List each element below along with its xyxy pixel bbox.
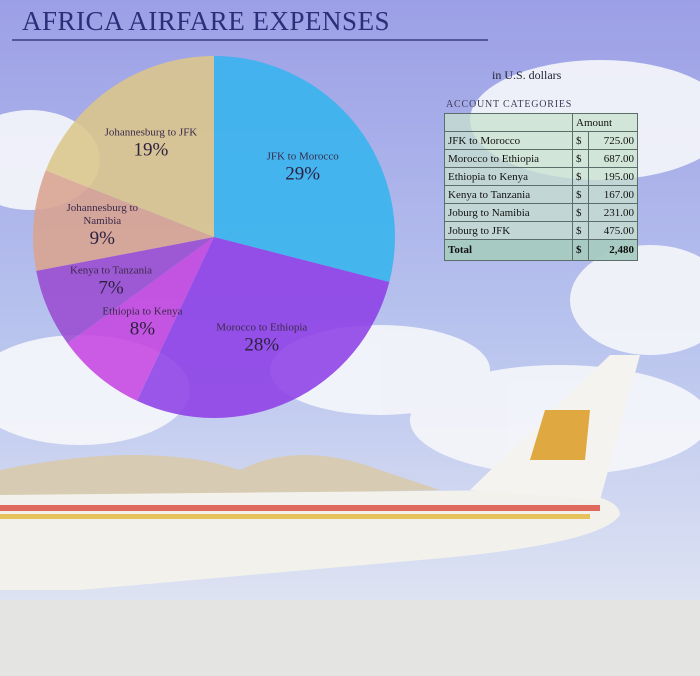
caption: in U.S. dollars [492,68,562,82]
category-label: Ethiopia to Kenya [102,305,183,318]
table-cell: $ [572,221,590,240]
table-cell: Total [443,239,574,261]
table-cell: $ [572,167,590,186]
table-cell: JFK to Morocco [443,131,574,150]
table-cell: 475.00 [588,221,638,240]
table-row: Joburg to Namibia $231.00 [443,203,638,222]
pie-slice [36,237,214,344]
table-cell: 195.00 [588,167,638,186]
value-label: 28% [244,334,280,356]
slice-label: Morocco to Ethiopia 28% [214,321,310,356]
table-row: JFK to Morocco $725.00 [443,131,638,150]
value-label: 7% [98,277,124,299]
table-title: ACCOUNT CATEGORIES [446,99,573,110]
category-label: Johannesburg to Namibia [66,202,139,228]
table-cell: 167.00 [588,185,638,204]
category-label: Kenya to Tanzania [69,264,153,277]
table-cell: $ [572,149,590,168]
table-row: Kenya to Tanzania $167.00 [443,185,638,204]
table-cell: 2,480 [588,239,638,261]
slice-label: JFK to Morocco 29% [255,151,351,186]
table-row: Morocco to Ethiopia $687.00 [443,149,638,168]
table-cell: $ [572,239,590,261]
category-label: JFK to Morocco [266,150,339,163]
table-cell: 231.00 [588,203,638,222]
table-cell: Kenya to Tanzania [443,185,574,204]
table: Amount JFK to Morocco $725.00 Morocco to Et… [443,113,638,261]
slice-label: Johannesburg to JFK 19% [103,127,199,162]
value-label: 19% [133,139,169,161]
slice-label: Johannesburg to Namibia 9% [54,202,150,250]
table-cell: 725.00 [588,131,638,150]
table-cell: $ [572,131,590,150]
pie-slice [136,237,390,419]
value-label: 8% [129,318,156,340]
table-cell: 687.00 [588,149,638,168]
header-row: Amount [443,113,638,132]
table-cell: $ [572,203,590,222]
pie-slice [45,56,215,237]
value-label: 9% [89,228,115,250]
table-cell: Morocco to Ethiopia [443,149,574,168]
pie-slice [33,170,215,271]
pie-slice [67,237,214,401]
table-cell: Joburg to JFK [443,221,574,240]
header-cell: Amount [572,113,638,132]
pie-slice [214,56,395,283]
table-cell: $ [572,185,590,204]
category-label: Johannesburg to JFK [104,126,198,139]
table-cell: Ethiopia to Kenya [443,167,574,186]
slice-label: Kenya to Tanzania 7% [63,264,159,299]
table-row: Total $2,480 [443,239,638,261]
chart-title: AFRICA AIRFARE EXPENSES [22,6,391,36]
slice-label: Ethiopia to Kenya 8% [94,306,190,341]
table-row: Joburg to JFK $475.00 [443,221,638,240]
header-cell [443,113,574,132]
value-label: 29% [285,163,321,185]
category-label: Morocco to Ethiopia [216,321,308,334]
table-cell: Joburg to Namibia [443,203,574,222]
table-row: Ethiopia to Kenya $195.00 [443,167,638,186]
